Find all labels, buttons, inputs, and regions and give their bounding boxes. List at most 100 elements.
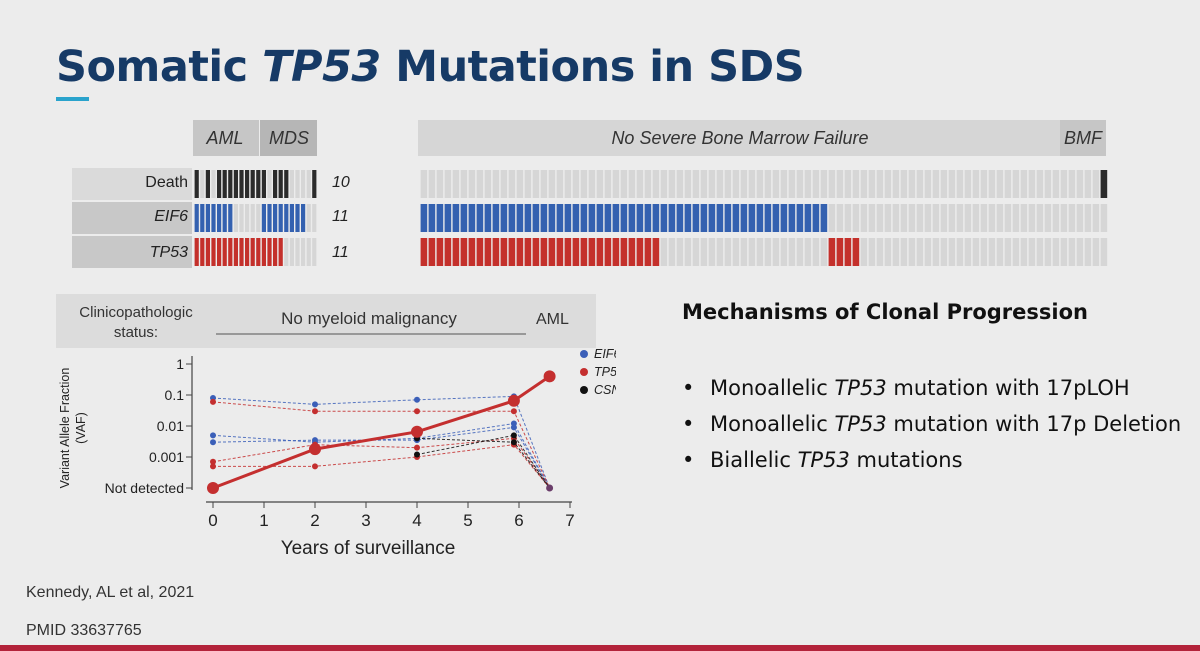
death-cell — [301, 170, 306, 198]
eif6-cell — [217, 204, 222, 232]
death-cell — [1100, 170, 1108, 198]
death-cell — [460, 170, 468, 198]
tp53-cell — [884, 238, 892, 266]
death-cell — [652, 170, 660, 198]
tp53-cell — [217, 238, 222, 266]
eif6-cell — [572, 204, 580, 232]
death-cell — [444, 170, 452, 198]
tp53-cell — [476, 238, 484, 266]
slide-title: Somatic TP53 Mutations in SDS — [56, 42, 805, 92]
death-cell — [1060, 170, 1068, 198]
data-point — [210, 432, 216, 439]
death-cell — [436, 170, 444, 198]
death-cell — [668, 170, 676, 198]
death-cell — [588, 170, 596, 198]
death-cell — [932, 170, 940, 198]
death-cell — [1020, 170, 1028, 198]
series-line — [212, 426, 551, 489]
eif6-cell — [756, 204, 764, 232]
death-cell — [194, 170, 199, 198]
header-aml: AML — [206, 128, 244, 148]
eif6-cell — [900, 204, 908, 232]
tp53-cell — [460, 238, 468, 266]
tp53-cell — [692, 238, 700, 266]
eif6-cell — [820, 204, 828, 232]
eif6-cell — [245, 204, 250, 232]
status-phase-no-malignancy: No myeloid malignancy — [281, 309, 457, 328]
tp53-cell — [444, 238, 452, 266]
eif6-cell — [876, 204, 884, 232]
tp53-cell — [868, 238, 876, 266]
tp53-cell — [228, 238, 233, 266]
tp53-cell — [239, 238, 244, 266]
tp53-cell — [812, 238, 820, 266]
highlight-point — [507, 394, 520, 407]
tp53-cell — [852, 238, 860, 266]
eif6-cell — [996, 204, 1004, 232]
header-mds-box — [260, 120, 317, 156]
death-cell — [492, 170, 500, 198]
tp53-cell — [524, 238, 532, 266]
death-cell — [796, 170, 804, 198]
eif6-cell — [604, 204, 612, 232]
legend-marker — [580, 386, 588, 394]
highlight-point — [411, 425, 423, 438]
highlight-point — [309, 443, 321, 456]
eif6-cell — [306, 204, 311, 232]
tp53-cell — [932, 238, 940, 266]
death-cell — [820, 170, 828, 198]
death-cell — [289, 170, 294, 198]
tp53-cell — [772, 238, 780, 266]
eif6-cell — [436, 204, 444, 232]
tp53-cell — [278, 238, 283, 266]
death-cell — [660, 170, 668, 198]
death-cell — [256, 170, 261, 198]
title-part2: Mutations in SDS — [395, 42, 805, 92]
tp53-cell — [267, 238, 272, 266]
status-label-line1: Clinicopathologic — [79, 304, 193, 321]
tp53-cell — [916, 238, 924, 266]
oncoprint-grid — [72, 120, 1108, 268]
data-point — [510, 439, 517, 446]
title-accent-bar — [56, 97, 89, 101]
death-cell — [876, 170, 884, 198]
x-tick-label: 7 — [565, 511, 574, 530]
death-cell — [636, 170, 644, 198]
tp53-cell — [732, 238, 740, 266]
tp53-cell — [740, 238, 748, 266]
row-label-tp53: TP53 — [149, 244, 188, 261]
death-cell — [428, 170, 436, 198]
eif6-cell — [812, 204, 820, 232]
death-cell — [564, 170, 572, 198]
eif6-cell — [222, 204, 227, 232]
eif6-cell — [278, 204, 283, 232]
eif6-cell — [556, 204, 564, 232]
tp53-cell — [1060, 238, 1068, 266]
death-cell — [980, 170, 988, 198]
eif6-cell — [964, 204, 972, 232]
eif6-cell — [1100, 204, 1108, 232]
tp53-cell — [908, 238, 916, 266]
row-count-death: 10 — [332, 174, 350, 191]
y-tick-label: 0.001 — [149, 449, 184, 465]
death-cell — [780, 170, 788, 198]
death-cell — [852, 170, 860, 198]
eif6-cell — [908, 204, 916, 232]
eif6-cell — [205, 204, 210, 232]
eif6-cell — [724, 204, 732, 232]
tp53-cell — [548, 238, 556, 266]
tp53-cell — [306, 238, 311, 266]
header-bmf: BMF — [1064, 128, 1102, 148]
tp53-cell — [1084, 238, 1092, 266]
death-cell — [200, 170, 205, 198]
tp53-cell — [604, 238, 612, 266]
tp53-cell — [636, 238, 644, 266]
tp53-cell — [1076, 238, 1084, 266]
death-cell — [700, 170, 708, 198]
eif6-cell — [444, 204, 452, 232]
death-cell — [500, 170, 508, 198]
eif6-cell — [708, 204, 716, 232]
death-cell — [1044, 170, 1052, 198]
tp53-cell — [924, 238, 932, 266]
eif6-cell — [484, 204, 492, 232]
